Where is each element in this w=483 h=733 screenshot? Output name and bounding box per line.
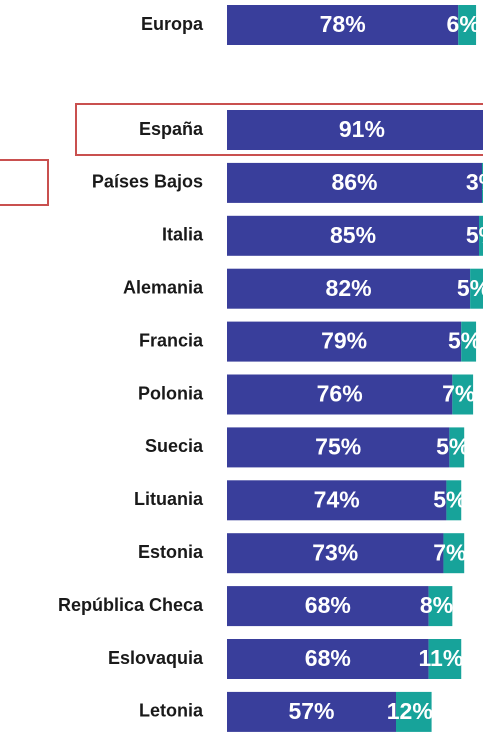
bar-segment	[461, 321, 477, 362]
value-label: 11%	[419, 645, 464, 671]
bar-segment	[481, 162, 483, 203]
value-label: 76%	[317, 381, 363, 407]
bar-segment	[428, 586, 453, 627]
category-label: Alemania	[123, 277, 204, 297]
bar-segment	[449, 427, 465, 468]
value-label: 5%	[457, 275, 483, 301]
category-label: Europa	[141, 14, 204, 34]
value-label: 75%	[315, 433, 361, 459]
bar-segment	[227, 374, 453, 415]
value-label: 5%	[448, 328, 481, 354]
value-label: 8%	[420, 592, 453, 618]
value-label: 7%	[433, 539, 466, 565]
category-label: España	[139, 119, 204, 139]
value-label: 7%	[442, 381, 475, 407]
category-label: Polonia	[138, 383, 204, 403]
category-label: Letonia	[139, 701, 204, 721]
value-label: 85%	[330, 222, 376, 248]
value-label: 6%	[447, 11, 480, 37]
highlight-box	[0, 159, 49, 206]
bar-segment	[443, 533, 465, 574]
bar-segment	[227, 691, 397, 732]
value-label: 12%	[387, 698, 433, 724]
value-label: 86%	[331, 169, 377, 195]
category-label: Francia	[139, 330, 204, 350]
value-label: 57%	[288, 698, 334, 724]
value-label: 73%	[312, 539, 358, 565]
bar-segment	[479, 215, 483, 256]
category-label: Eslovaquia	[108, 648, 204, 668]
value-label: 82%	[326, 275, 372, 301]
bar-segment	[452, 374, 474, 415]
bar-segment	[227, 480, 447, 521]
bar-segment	[227, 215, 480, 256]
bar-segment	[227, 321, 462, 362]
value-label: 5%	[433, 486, 466, 512]
bar-segment	[446, 480, 462, 521]
category-label: República Checa	[58, 595, 204, 615]
bar-segment	[227, 639, 429, 679]
value-label: 91%	[339, 116, 385, 142]
bar-segment	[428, 639, 462, 679]
category-label: Países Bajos	[92, 172, 203, 192]
bar-segment	[227, 586, 429, 627]
bar-segment	[227, 110, 483, 150]
bar-segment	[227, 427, 450, 468]
category-label: Estonia	[138, 542, 204, 562]
value-label: 74%	[314, 486, 360, 512]
value-label: 68%	[305, 645, 351, 671]
bar-segment	[458, 5, 477, 45]
bar-segment	[227, 533, 444, 574]
bar-segment	[227, 5, 459, 45]
category-label: Suecia	[145, 436, 204, 456]
bar-segment	[470, 268, 483, 309]
value-label: 68%	[305, 592, 351, 618]
value-label: 78%	[320, 11, 366, 37]
bar-segment	[396, 691, 432, 732]
value-label: 5%	[436, 433, 469, 459]
value-label: 5%	[466, 222, 483, 248]
value-label: 3%	[466, 169, 483, 195]
category-label: Lituania	[134, 489, 204, 509]
highlight-box	[75, 103, 483, 156]
bar-segment	[227, 268, 471, 309]
bar-segment	[227, 162, 482, 203]
value-label: 79%	[321, 328, 367, 354]
category-label: Italia	[162, 225, 204, 245]
